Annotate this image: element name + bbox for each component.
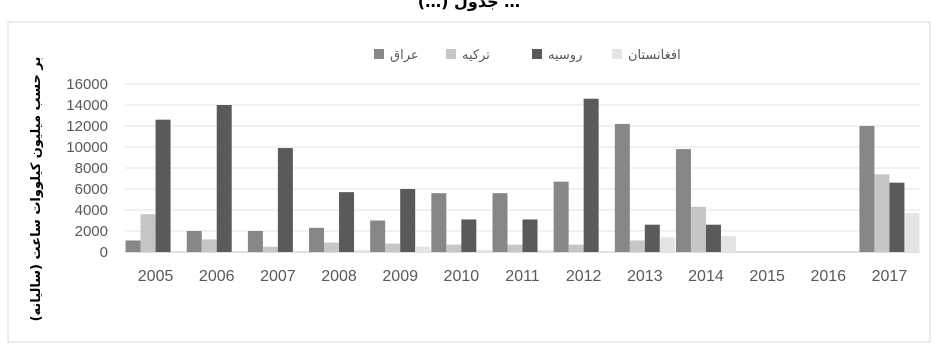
bar <box>415 246 431 252</box>
bar <box>201 239 217 252</box>
bar <box>659 237 675 252</box>
x-tick-label: 2010 <box>444 268 480 285</box>
bar <box>354 249 370 252</box>
bar <box>492 193 508 252</box>
bar <box>216 105 232 252</box>
legend-swatch <box>446 49 456 59</box>
bar <box>537 249 553 252</box>
y-tick-label: 2000 <box>75 223 108 240</box>
bar <box>859 126 875 252</box>
bar <box>507 244 523 252</box>
chart-frame <box>7 21 931 343</box>
x-tick-label: 2016 <box>810 268 846 285</box>
bar <box>385 243 401 252</box>
bar <box>889 182 905 252</box>
legend-label: ترکیه <box>462 48 490 63</box>
x-tick-label: 2014 <box>688 268 724 285</box>
bar <box>461 219 477 252</box>
bar <box>155 119 171 252</box>
bar <box>324 242 340 252</box>
x-tick-label: 2015 <box>749 268 785 285</box>
legend: عراق ترکیه روسیه افغانستان <box>374 48 681 63</box>
bars <box>125 98 920 253</box>
bar <box>568 244 584 252</box>
bar <box>705 224 721 252</box>
bar <box>309 227 325 252</box>
y-tick-label: 0 <box>100 244 108 261</box>
x-tick-label: 2011 <box>505 268 540 285</box>
bar <box>125 240 141 252</box>
bar <box>614 123 630 253</box>
bar <box>339 192 355 252</box>
bar <box>644 224 660 252</box>
y-tick-label: 14000 <box>66 97 108 114</box>
bar <box>170 250 186 252</box>
x-tick-label: 2012 <box>566 268 602 285</box>
y-tick-label: 4000 <box>75 202 108 219</box>
x-tick-label: 2007 <box>260 268 296 285</box>
y-axis-label: (سالیانه) بر حسب میلیون کیلووات ساعت <box>29 57 44 322</box>
y-tick-label: 6000 <box>75 181 108 198</box>
y-tick-label: 12000 <box>66 118 108 135</box>
bar <box>690 206 706 252</box>
legend-swatch <box>612 49 622 59</box>
bar <box>598 250 614 252</box>
bar <box>247 231 263 252</box>
bar <box>675 149 691 252</box>
chart-title: (…) ﺟﺪول … <box>418 0 520 11</box>
x-tick-label: 2013 <box>627 268 663 285</box>
bar <box>583 98 599 252</box>
bar <box>370 220 386 252</box>
bar <box>629 240 645 252</box>
legend-swatch <box>532 49 542 59</box>
bar <box>522 219 538 252</box>
legend-label: روسیه <box>548 48 582 63</box>
bar <box>904 213 920 252</box>
bar <box>431 193 447 252</box>
y-tick-label: 10000 <box>66 139 108 156</box>
bar <box>476 249 492 252</box>
bar <box>292 250 308 252</box>
x-tick-label: 2009 <box>382 268 418 285</box>
bar <box>400 189 416 252</box>
y-tick-labels: 0 2000 4000 6000 8000 10000 12000 14000 16000 <box>66 76 108 261</box>
legend-label: افغانستان <box>628 48 681 63</box>
x-tick-label: 2006 <box>199 268 235 285</box>
legend-label: عراق <box>390 48 419 63</box>
x-tick-label: 2017 <box>872 268 908 285</box>
x-tick-labels: 2005 2006 2007 2008 2009 2010 2011 2012 2013 2014… <box>138 268 908 285</box>
bar <box>720 236 736 252</box>
bar <box>186 231 202 252</box>
bar <box>277 148 293 252</box>
x-tick-label: 2005 <box>138 268 174 285</box>
x-tick-label: 2008 <box>321 268 357 285</box>
y-tick-label: 16000 <box>66 76 108 93</box>
y-tick-label: 8000 <box>75 160 108 177</box>
bar <box>262 246 278 252</box>
bar <box>446 244 462 252</box>
bar <box>874 174 890 252</box>
bar <box>140 214 156 252</box>
legend-swatch <box>374 49 384 59</box>
bar <box>231 250 247 252</box>
bar <box>553 181 569 252</box>
